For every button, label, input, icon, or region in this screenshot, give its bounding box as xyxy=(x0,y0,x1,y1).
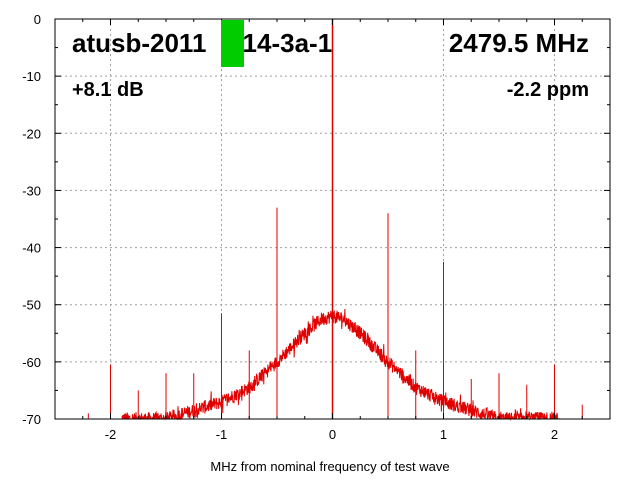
status-indicator xyxy=(221,20,244,67)
y-tick-label: -20 xyxy=(22,126,41,141)
x-tick-label: -1 xyxy=(216,427,228,442)
y-tick-label: -10 xyxy=(22,69,41,84)
y-tick-label: -40 xyxy=(22,241,41,256)
noise-floor-trace xyxy=(121,308,561,421)
spectrum-trace xyxy=(87,19,583,421)
x-tick-label: 0 xyxy=(329,427,336,442)
device-label: atusb-2011 214-3a-1 xyxy=(72,28,332,58)
y-tick-label: -70 xyxy=(22,412,41,427)
frequency-label: 2479.5 MHz xyxy=(449,28,589,58)
axis-layer: -2 -1 0 1 20-10-20-30-40-50-60-70 xyxy=(22,12,611,442)
y-tick-label: -60 xyxy=(22,355,41,370)
x-tick-label: 1 xyxy=(440,427,447,442)
x-axis-title: MHz from nominal frequency of test wave xyxy=(210,459,449,474)
drift-label: -2.2 ppm xyxy=(507,79,589,101)
x-tick-label: 2 xyxy=(551,427,558,442)
gain-label: +8.1 dB xyxy=(72,79,144,101)
y-tick-label: -30 xyxy=(22,183,41,198)
x-tick-label: -2 xyxy=(105,427,117,442)
y-tick-label: -50 xyxy=(22,298,41,313)
y-tick-label: 0 xyxy=(34,12,41,27)
